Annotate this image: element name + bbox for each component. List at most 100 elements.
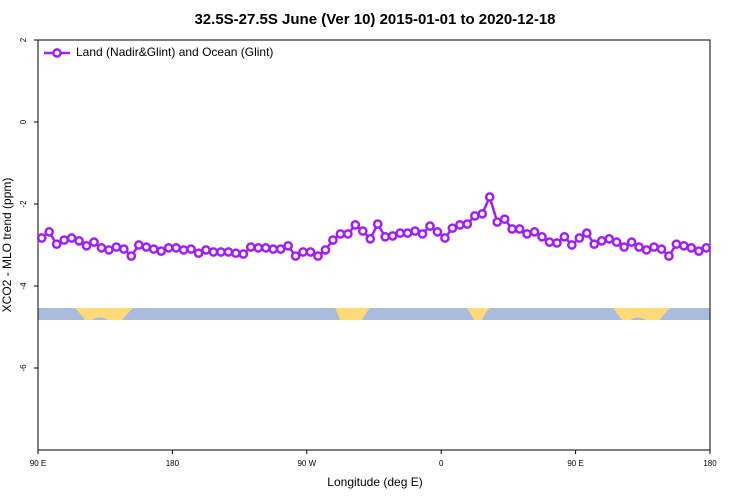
data-point [59, 235, 69, 245]
data-point [275, 244, 286, 254]
data-point [171, 243, 181, 253]
data-point [126, 251, 137, 261]
data-point [290, 251, 301, 261]
data-point [365, 234, 376, 244]
data-point [186, 244, 196, 254]
data-point [656, 244, 667, 254]
data-point [574, 233, 585, 243]
data-point [36, 233, 47, 243]
data-point [268, 244, 279, 254]
data-point [51, 239, 62, 250]
data-point [671, 239, 682, 250]
data-point [245, 242, 256, 252]
data-point [357, 226, 368, 236]
data-point [298, 247, 308, 257]
y-axis-label: XCO2 - MLO trend (ppm) [0, 178, 14, 313]
data-point [223, 247, 234, 257]
y-tick-label: 2 [19, 37, 28, 42]
data-point [619, 242, 629, 252]
land-band [75, 308, 133, 320]
data-point [148, 244, 159, 254]
data-point [335, 229, 346, 239]
data-point [208, 247, 219, 257]
data-point [201, 245, 211, 255]
data-point [649, 242, 659, 252]
data-point [417, 229, 428, 239]
y-tick-label: -6 [19, 364, 28, 372]
data-point [119, 244, 129, 254]
legend-marker [52, 48, 62, 58]
data-point [492, 217, 503, 227]
data-point [104, 245, 114, 255]
data-point [641, 245, 652, 255]
data-point [313, 251, 323, 261]
data-point [679, 240, 689, 251]
data-point [469, 211, 480, 221]
chart-title: 32.5S-27.5S June (Ver 10) 2015-01-01 to … [194, 11, 555, 28]
legend-label: Land (Nadir&Glint) and Ocean (Glint) [76, 45, 273, 59]
y-tick-label: -2 [19, 200, 28, 208]
data-point [701, 243, 712, 253]
data-point [320, 245, 331, 255]
data-point [507, 224, 517, 234]
data-point [89, 237, 99, 247]
data-point [283, 240, 293, 251]
data-point [111, 242, 122, 252]
data-point [484, 192, 495, 202]
data-point [74, 236, 84, 246]
data-point [96, 243, 107, 253]
data-point [589, 239, 600, 250]
data-point [156, 246, 167, 256]
land-band [613, 308, 670, 320]
data-point [387, 231, 398, 241]
data-point [81, 240, 92, 251]
data-point [634, 242, 644, 252]
data-point [693, 246, 704, 256]
x-axis-label: Longitude (deg E) [327, 475, 422, 489]
data-point [529, 227, 540, 237]
data-point [522, 229, 532, 239]
data-point [581, 228, 592, 238]
data-point [402, 228, 413, 238]
data-point [462, 219, 473, 229]
data-point [559, 231, 570, 242]
ocean-band [38, 308, 710, 320]
y-tick-label: 0 [19, 119, 28, 124]
data-point [350, 220, 361, 230]
data-point [432, 227, 443, 237]
data-point [477, 208, 488, 219]
data-point [216, 247, 226, 257]
data-point [380, 231, 391, 242]
data-point [163, 243, 174, 253]
data-point [447, 223, 458, 234]
data-point [537, 231, 547, 242]
x-tick-label: 180 [703, 459, 717, 468]
data-point [455, 220, 465, 230]
data-point [395, 228, 405, 238]
land-ocean-band [38, 308, 710, 320]
data-point [141, 242, 152, 252]
data-point [499, 214, 510, 225]
land-band [335, 308, 370, 320]
data-point [567, 240, 577, 250]
data-point [626, 237, 637, 247]
data-point [664, 251, 674, 261]
data-point [552, 238, 562, 248]
data-point [611, 237, 622, 247]
land-band [467, 308, 490, 320]
y-tick-label: -4 [19, 282, 28, 290]
x-tick-label: 0 [439, 459, 444, 468]
data-point [514, 224, 525, 234]
data-point [686, 243, 697, 253]
data-point [305, 247, 316, 257]
data-point [425, 221, 435, 231]
data-point [231, 248, 241, 259]
data-point [193, 248, 204, 259]
data-point [604, 234, 615, 244]
data-point [133, 240, 144, 250]
data-point [596, 236, 607, 246]
data-point [44, 227, 55, 237]
data-point [372, 219, 383, 229]
data-point [544, 237, 555, 247]
